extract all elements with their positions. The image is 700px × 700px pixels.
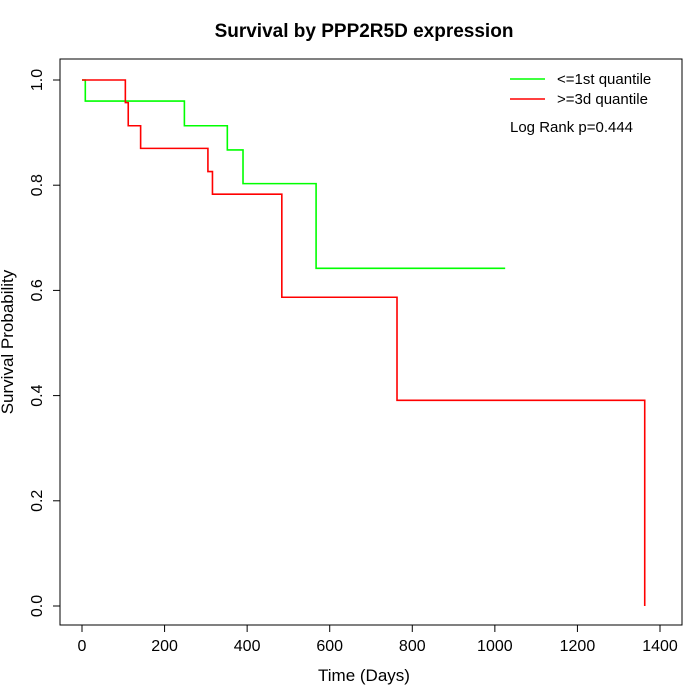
- x-tick-label: 800: [399, 638, 426, 655]
- plot-frame: [59, 58, 683, 626]
- x-tick-label: 200: [151, 638, 178, 655]
- legend: <=1st quantile >=3d quantile: [510, 71, 651, 108]
- y-tick-label: 0.8: [29, 174, 46, 196]
- x-tick-label: 1200: [560, 638, 596, 655]
- y-axis: 0.0 0.2 0.4 0.6 0.8 1.0: [29, 69, 61, 617]
- x-axis: 0 200 400 600 800 1000 1200 1400: [78, 624, 678, 655]
- y-tick-label: 0.4: [29, 384, 46, 406]
- survival-curve-series-1: [82, 79, 506, 270]
- x-tick-label: 600: [316, 638, 343, 655]
- survival-curve-series-2: [82, 79, 646, 606]
- x-tick-label: 1400: [642, 638, 678, 655]
- y-axis-label: Survival Probability: [0, 269, 17, 414]
- chart-title: Survival by PPP2R5D expression: [215, 21, 514, 42]
- x-axis-label: Time (Days): [318, 666, 410, 685]
- logrank-annotation: Log Rank p=0.444: [510, 119, 633, 136]
- legend-label: >=3d quantile: [557, 91, 648, 108]
- x-tick-label: 400: [234, 638, 261, 655]
- y-tick-label: 0.2: [29, 490, 46, 512]
- y-tick-label: 0.0: [29, 595, 46, 617]
- y-tick-label: 1.0: [29, 69, 46, 91]
- series-layer: [82, 79, 646, 606]
- x-tick-label: 0: [78, 638, 87, 655]
- legend-label: <=1st quantile: [557, 71, 651, 88]
- x-tick-label: 1000: [477, 638, 513, 655]
- y-tick-label: 0.6: [29, 279, 46, 301]
